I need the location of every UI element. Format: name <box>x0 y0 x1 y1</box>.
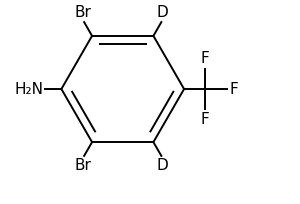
Text: F: F <box>229 82 238 96</box>
Text: F: F <box>200 112 209 127</box>
Text: D: D <box>157 5 168 20</box>
Text: D: D <box>157 158 168 173</box>
Text: Br: Br <box>74 5 92 20</box>
Text: H₂N: H₂N <box>14 82 43 96</box>
Text: F: F <box>200 51 209 66</box>
Text: Br: Br <box>74 158 92 173</box>
